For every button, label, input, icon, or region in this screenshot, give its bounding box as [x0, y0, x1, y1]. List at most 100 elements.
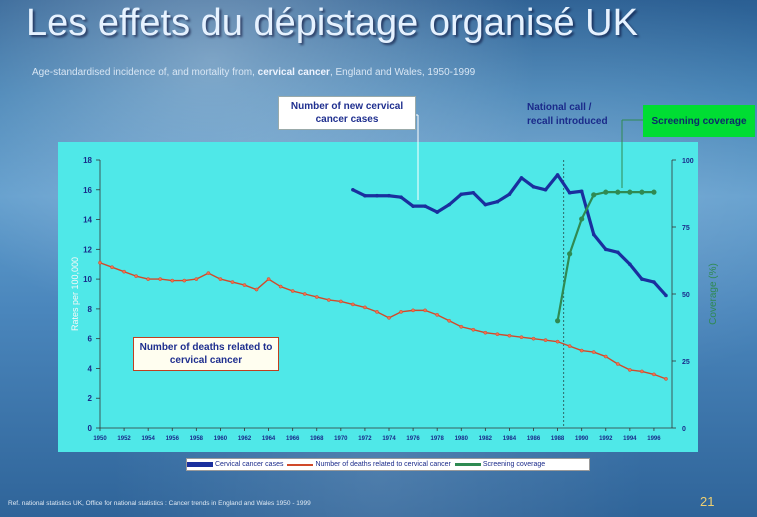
mortality-point [326, 298, 331, 302]
mortality-point [158, 277, 163, 281]
x-tick-label: 1974 [382, 436, 396, 442]
mortality-point [230, 280, 235, 284]
x-tick-label: 1968 [310, 436, 324, 442]
y2-tick-label: 50 [682, 292, 690, 299]
legend-label-coverage: Screening coverage [482, 461, 546, 468]
mortality-point [543, 338, 548, 343]
mortality-point [363, 305, 367, 310]
mortality-point [399, 310, 403, 314]
mortality-point [98, 260, 102, 265]
incidence-point [483, 202, 488, 207]
legend-swatch-mortality [287, 463, 314, 466]
y-tick-label: 16 [83, 186, 92, 195]
series-line-mortality [99, 262, 667, 380]
mortality-point [579, 348, 584, 353]
y-axis-label: Rates per 100,000 [70, 257, 80, 331]
x-tick-label: 1954 [141, 436, 155, 442]
y2-tick-label: 0 [682, 426, 686, 433]
y2-tick-label: 100 [682, 158, 694, 165]
incidence-point [375, 193, 379, 198]
x-tick-label: 1964 [262, 436, 276, 442]
x-tick-label: 1950 [93, 436, 107, 442]
legend-swatch-incidence [187, 462, 213, 467]
mortality-point [351, 302, 355, 307]
incidence-point [447, 202, 452, 207]
incidence-point [507, 192, 512, 197]
legend-label-mortality: Number of deaths related to cervical can… [315, 461, 451, 468]
x-tick-label: 1952 [117, 436, 131, 442]
x-tick-label: 1990 [575, 436, 589, 442]
x-tick-label: 1962 [238, 436, 252, 442]
mortality-point [615, 362, 620, 366]
mortality-point [242, 283, 247, 287]
y-tick-label: 10 [83, 275, 92, 284]
x-tick-label: 1978 [430, 436, 444, 442]
mortality-point [206, 271, 211, 276]
y-tick-label: 6 [88, 335, 93, 344]
national-call-line1: National call / [527, 102, 592, 113]
mortality-point [652, 372, 656, 377]
mortality-point [447, 318, 452, 323]
mortality-point [266, 277, 271, 281]
coverage-point [591, 192, 597, 198]
x-tick-label: 1992 [599, 436, 613, 442]
mortality-point [314, 295, 319, 299]
incidence-point [591, 232, 596, 237]
x-tick-label: 1996 [647, 436, 661, 442]
legend-swatch-coverage [454, 463, 481, 466]
mortality-point [254, 287, 259, 292]
x-tick-label: 1966 [286, 436, 300, 442]
subtitle-suffix: , England and Wales, 1950-1999 [329, 67, 476, 78]
legend-item-incidence: Cervical cancer cases [187, 461, 283, 468]
chart-marks [98, 160, 668, 428]
mortality-point [628, 368, 632, 372]
mortality-point [411, 308, 415, 313]
mortality-point [423, 308, 427, 313]
incidence-point [519, 176, 524, 180]
mortality-point [483, 330, 488, 335]
incidence-point [640, 277, 644, 281]
reference-note: Ref. national statistics UK, Office for … [8, 500, 311, 507]
coverage-point [639, 189, 645, 195]
y-tick-label: 4 [88, 364, 93, 373]
plot-background [58, 142, 698, 452]
y-tick-label: 2 [88, 394, 93, 403]
incidence-point [399, 195, 403, 200]
coverage-point [615, 189, 621, 195]
coverage-point [555, 318, 561, 324]
mortality-point [495, 332, 500, 337]
y2-axis-label: Coverage (%) [708, 263, 719, 325]
mortality-point [519, 335, 524, 340]
coverage-point [567, 251, 573, 257]
x-tick-label: 1958 [190, 436, 204, 442]
incidence-point [555, 173, 560, 177]
x-tick-label: 1980 [455, 436, 469, 442]
incidence-point [628, 262, 632, 267]
incidence-point [664, 293, 668, 298]
mortality-point [110, 265, 114, 270]
incidence-point [363, 193, 367, 198]
national-call-label: National call / recall introduced [527, 101, 608, 129]
incidence-point [387, 193, 391, 198]
y-tick-label: 8 [88, 305, 93, 314]
x-tick-label: 1976 [406, 436, 420, 442]
x-tick-label: 1994 [623, 436, 637, 442]
mortality-point [375, 310, 379, 314]
incidence-point [471, 190, 476, 195]
deaths-callout: Number of deaths related to cervical can… [133, 337, 279, 371]
x-tick-label: 1956 [166, 436, 180, 442]
mortality-point [531, 336, 536, 341]
x-tick-label: 1982 [479, 436, 493, 442]
screening-coverage-label: Screening coverage [643, 105, 755, 137]
chart-legend: Cervical cancer cases Number of deaths r… [186, 458, 590, 471]
subtitle-prefix: Age-standardised incidence of, and morta… [32, 67, 255, 78]
slide-subtitle: Age-standardised incidence of, and morta… [32, 67, 475, 78]
y2-tick-label: 25 [682, 359, 690, 366]
x-tick-label: 1988 [551, 436, 565, 442]
y-tick-label: 12 [83, 245, 92, 254]
new-cases-callout: Number of new cervical cancer cases [278, 96, 416, 130]
mortality-point [459, 324, 464, 329]
incidence-point [435, 210, 439, 214]
mortality-point [567, 344, 572, 348]
